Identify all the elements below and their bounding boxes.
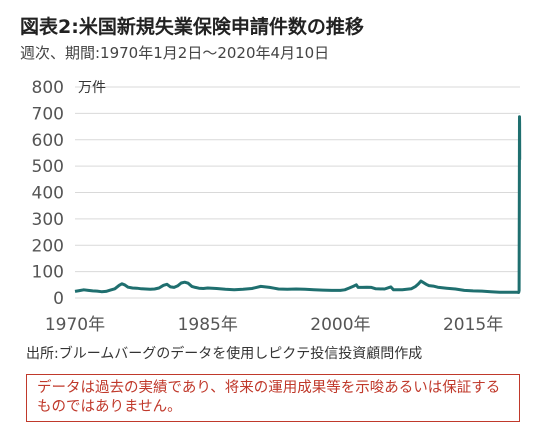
x-tick-label: 2000年 xyxy=(310,315,370,335)
y-tick-label: 100 xyxy=(32,263,64,283)
y-tick-label: 700 xyxy=(32,104,64,124)
series-line xyxy=(74,115,522,294)
y-tick-label: 0 xyxy=(53,289,64,309)
x-axis-ticks: 1970年 1985年 2000年 2015年 xyxy=(45,315,503,335)
source-note: 出所:ブルームバーグのデータを使用しピクテ投信投資顧問作成 xyxy=(26,346,423,362)
x-tick-label: 1970年 xyxy=(45,315,105,335)
disclaimer-box: データは過去の実績であり、将来の運用成果等を示唆あるいは保証するものではありませ… xyxy=(26,374,520,422)
x-tick-label: 1985年 xyxy=(178,315,238,335)
y-tick-label: 400 xyxy=(32,184,64,204)
y-tick-label: 200 xyxy=(32,236,64,256)
y-tick-label: 300 xyxy=(32,210,64,230)
gridlines xyxy=(75,86,520,299)
y-tick-label: 600 xyxy=(32,131,64,151)
y-tick-label: 500 xyxy=(32,157,64,177)
chart-subtitle: 週次、期間:1970年1月2日〜2020年4月10日 xyxy=(20,44,330,62)
x-tick-label: 2015年 xyxy=(443,315,503,335)
y-tick-label: 800 xyxy=(32,78,64,98)
unit-label: 万件 xyxy=(78,80,106,96)
chart-title: 図表2:米国新規失業保険申請件数の推移 xyxy=(20,16,364,38)
y-axis-ticks: 0 100 200 300 400 500 600 700 800 xyxy=(32,78,64,309)
